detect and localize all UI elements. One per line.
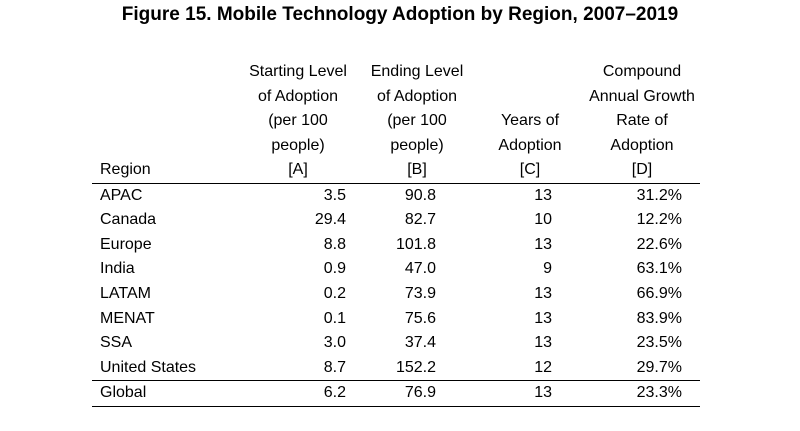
cell-start: 0.2 bbox=[323, 284, 346, 302]
cell-cagr: 31.2% bbox=[636, 186, 682, 204]
table-header-row: Region Starting Level of Adoption (per 1… bbox=[92, 60, 700, 184]
header-line: Starting Level bbox=[249, 63, 347, 80]
cell-region: LATAM bbox=[100, 284, 151, 302]
cell-start: 8.7 bbox=[323, 358, 346, 376]
cell-cagr: 22.6% bbox=[636, 235, 682, 253]
table-row: SSA 3.0 37.4 13 23.5% bbox=[92, 331, 700, 356]
cell-cagr: 63.1% bbox=[636, 260, 682, 278]
header-line: [B] bbox=[407, 161, 427, 178]
cell-start: 8.8 bbox=[323, 235, 346, 253]
cell-region: SSA bbox=[100, 334, 133, 352]
cell-start: 3.5 bbox=[323, 186, 346, 204]
cell-cagr: 23.5% bbox=[636, 334, 682, 352]
cell-years: 13 bbox=[476, 380, 584, 407]
cell-region: United States bbox=[100, 358, 197, 376]
header-ending-level: Ending Level of Adoption (per 100 people… bbox=[358, 60, 476, 184]
figure-title: Figure 15. Mobile Technology Adoption by… bbox=[121, 4, 679, 25]
cell-years: 13 bbox=[534, 235, 552, 253]
table-row: Europe 8.8 101.8 13 22.6% bbox=[92, 233, 700, 258]
adoption-table: Region Starting Level of Adoption (per 1… bbox=[92, 60, 700, 407]
table-row: Canada 29.4 82.7 10 12.2% bbox=[92, 208, 700, 233]
cell-region: MENAT bbox=[100, 309, 155, 327]
header-starting-level: Starting Level of Adoption (per 100 peop… bbox=[238, 60, 358, 184]
table-row: LATAM 0.2 73.9 13 66.9% bbox=[92, 282, 700, 307]
cell-years: 13 bbox=[534, 309, 552, 327]
cell-end: 47.0 bbox=[404, 260, 436, 278]
table-row-global: Global 6.2 76.9 13 23.3% bbox=[92, 380, 700, 407]
header-line: people) bbox=[271, 136, 325, 154]
cell-cagr: 29.7% bbox=[636, 358, 682, 376]
cell-cagr: 66.9% bbox=[636, 284, 682, 302]
cell-start: 0.1 bbox=[323, 309, 346, 327]
header-years: Years of Adoption [C] bbox=[476, 60, 584, 184]
cell-years: 13 bbox=[534, 334, 552, 352]
header-line: Rate of bbox=[616, 112, 668, 129]
cell-years: 13 bbox=[534, 186, 552, 204]
header-region: Region bbox=[92, 60, 238, 184]
cell-region: APAC bbox=[100, 186, 143, 204]
cell-region: Global bbox=[92, 380, 238, 407]
header-line: [D] bbox=[631, 161, 653, 178]
cell-end: 90.8 bbox=[404, 186, 436, 204]
cell-years: 9 bbox=[543, 260, 552, 278]
table-row: United States 8.7 152.2 12 29.7% bbox=[92, 356, 700, 381]
cell-start: 3.0 bbox=[323, 334, 346, 352]
cell-years: 12 bbox=[534, 358, 552, 376]
header-line: [A] bbox=[288, 161, 308, 178]
cell-end: 152.2 bbox=[395, 358, 436, 376]
cell-end: 101.8 bbox=[395, 235, 436, 253]
header-line: Years of bbox=[500, 112, 560, 129]
header-line: of Adoption bbox=[257, 87, 339, 105]
header-cagr: Compound Annual Growth Rate of Adoption … bbox=[584, 60, 700, 184]
cell-region: Canada bbox=[100, 211, 157, 229]
header-line: Adoption bbox=[498, 136, 562, 154]
header-line: Annual Growth bbox=[589, 87, 695, 105]
table-row: APAC 3.5 90.8 13 31.2% bbox=[92, 183, 700, 208]
cell-end: 73.9 bbox=[404, 284, 436, 302]
cell-start: 29.4 bbox=[314, 211, 346, 229]
cell-end: 76.9 bbox=[358, 380, 476, 407]
cell-end: 37.4 bbox=[404, 334, 436, 352]
cell-end: 82.7 bbox=[404, 211, 436, 229]
cell-start: 6.2 bbox=[238, 380, 358, 407]
header-line: (per 100 bbox=[387, 112, 447, 129]
cell-cagr: 23.3% bbox=[584, 380, 700, 407]
table-row: MENAT 0.1 75.6 13 83.9% bbox=[92, 306, 700, 331]
cell-region: Europe bbox=[100, 235, 152, 253]
header-line: of Adoption bbox=[376, 87, 458, 105]
header-line: Ending Level bbox=[370, 63, 464, 80]
header-line: (per 100 bbox=[268, 112, 328, 129]
cell-years: 13 bbox=[534, 284, 552, 302]
table-row: India 0.9 47.0 9 63.1% bbox=[92, 257, 700, 282]
cell-region: India bbox=[100, 260, 135, 278]
header-line: Adoption bbox=[610, 136, 674, 154]
cell-end: 75.6 bbox=[404, 309, 436, 327]
cell-start: 0.9 bbox=[323, 260, 346, 278]
cell-cagr: 83.9% bbox=[636, 309, 682, 327]
header-line: people) bbox=[390, 136, 444, 154]
cell-cagr: 12.2% bbox=[636, 211, 682, 229]
cell-years: 10 bbox=[534, 211, 552, 229]
header-line: [C] bbox=[519, 161, 541, 178]
header-line: Compound bbox=[602, 63, 682, 80]
header-line: Region bbox=[100, 161, 151, 178]
